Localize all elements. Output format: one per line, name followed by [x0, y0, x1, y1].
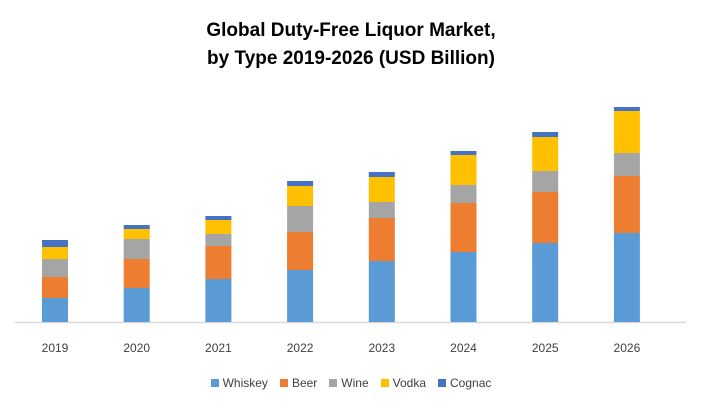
bar-cognac-2022 [287, 181, 314, 186]
bar-beer-2020 [123, 259, 150, 288]
legend-item-beer: Beer [279, 376, 318, 390]
x-tick-label: 2026 [614, 341, 641, 355]
x-tick-label: 2023 [368, 341, 395, 355]
legend-swatch [380, 379, 389, 387]
bar-beer-2023 [368, 218, 395, 261]
legend-label: Vodka [392, 376, 427, 390]
legend: Whiskey Beer Wine Vodka Cognac [0, 376, 702, 390]
bar-wine-2025 [532, 171, 559, 192]
legend-swatch [210, 379, 219, 387]
bar-wine-2024 [450, 185, 477, 203]
bar-beer-2022 [287, 232, 314, 270]
bar-cognac-2023 [368, 172, 395, 177]
legend-label: Beer [291, 376, 318, 390]
bar-vodka-2021 [205, 220, 232, 234]
chart-title-line-2: by Type 2019-2026 (USD Billion) [207, 48, 495, 69]
x-tick-label: 2020 [123, 341, 150, 355]
bar-whiskey-2025 [532, 243, 559, 322]
legend-label: Wine [341, 376, 369, 390]
legend-item-whiskey: Whiskey [210, 376, 268, 390]
x-tick-label: 2022 [287, 341, 314, 355]
legend-swatch [329, 379, 338, 387]
x-tick-label: 2019 [42, 341, 69, 355]
x-tick-label: 2021 [205, 341, 232, 355]
bar-vodka-2019 [42, 247, 68, 259]
bar-wine-2021 [205, 234, 232, 246]
bar-vodka-2024 [450, 155, 477, 185]
bar-cognac-2019 [42, 240, 68, 247]
legend-label: Cognac [450, 376, 492, 390]
legend-item-wine: Wine [329, 376, 369, 390]
legend-swatch [438, 379, 447, 387]
bar-whiskey-2019 [42, 298, 68, 322]
bar-vodka-2026 [613, 111, 640, 153]
bar-cognac-2024 [450, 151, 477, 155]
bar-wine-2023 [368, 202, 395, 218]
bar-cognac-2020 [123, 225, 150, 229]
bar-beer-2025 [532, 192, 559, 243]
bar-wine-2020 [123, 239, 150, 259]
bar-cognac-2026 [613, 107, 640, 111]
bar-vodka-2025 [532, 137, 559, 171]
legend-label: Whiskey [222, 376, 268, 390]
bar-beer-2026 [613, 176, 640, 233]
legend-swatch [279, 379, 288, 387]
bar-wine-2026 [613, 153, 640, 176]
x-tick-label: 2025 [532, 341, 559, 355]
chart-title-line-1: Global Duty-Free Liquor Market, [206, 20, 496, 41]
bar-whiskey-2022 [287, 270, 314, 322]
bar-vodka-2023 [368, 177, 395, 202]
bar-whiskey-2024 [450, 252, 477, 322]
bar-cognac-2021 [205, 216, 232, 220]
legend-item-vodka: Vodka [380, 376, 427, 390]
bar-wine-2019 [42, 259, 68, 277]
bar-whiskey-2023 [368, 261, 395, 322]
bar-beer-2021 [205, 246, 232, 279]
bar-whiskey-2021 [205, 279, 232, 322]
bar-vodka-2020 [123, 229, 150, 239]
bar-beer-2019 [42, 277, 68, 298]
bar-vodka-2022 [287, 186, 314, 206]
bar-wine-2022 [287, 206, 314, 232]
bar-whiskey-2026 [613, 233, 640, 322]
bar-beer-2024 [450, 203, 477, 252]
x-tick-label: 2024 [450, 341, 477, 355]
bar-cognac-2025 [532, 132, 559, 137]
bar-whiskey-2020 [123, 288, 150, 322]
legend-item-cognac: Cognac [438, 376, 491, 390]
